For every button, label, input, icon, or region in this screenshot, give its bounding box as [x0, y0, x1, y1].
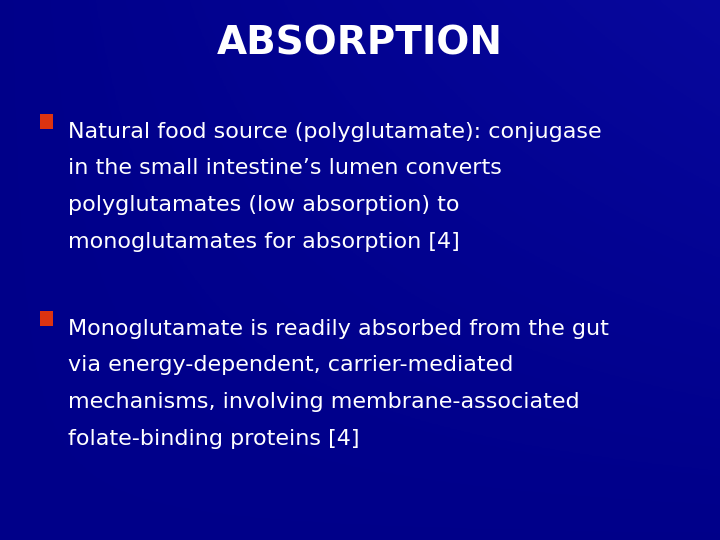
Text: folate-binding proteins [4]: folate-binding proteins [4] — [68, 429, 360, 449]
Text: Natural food source (polyglutamate): conjugase: Natural food source (polyglutamate): con… — [68, 122, 602, 141]
Text: ABSORPTION: ABSORPTION — [217, 24, 503, 62]
Text: in the small intestine’s lumen converts: in the small intestine’s lumen converts — [68, 158, 503, 178]
Text: polyglutamates (low absorption) to: polyglutamates (low absorption) to — [68, 195, 460, 215]
Text: mechanisms, involving membrane-associated: mechanisms, involving membrane-associate… — [68, 392, 580, 412]
Text: Monoglutamate is readily absorbed from the gut: Monoglutamate is readily absorbed from t… — [68, 319, 609, 339]
FancyBboxPatch shape — [40, 114, 53, 129]
Text: monoglutamates for absorption [4]: monoglutamates for absorption [4] — [68, 232, 460, 252]
Text: via energy-dependent, carrier-mediated: via energy-dependent, carrier-mediated — [68, 355, 514, 375]
FancyBboxPatch shape — [40, 311, 53, 326]
